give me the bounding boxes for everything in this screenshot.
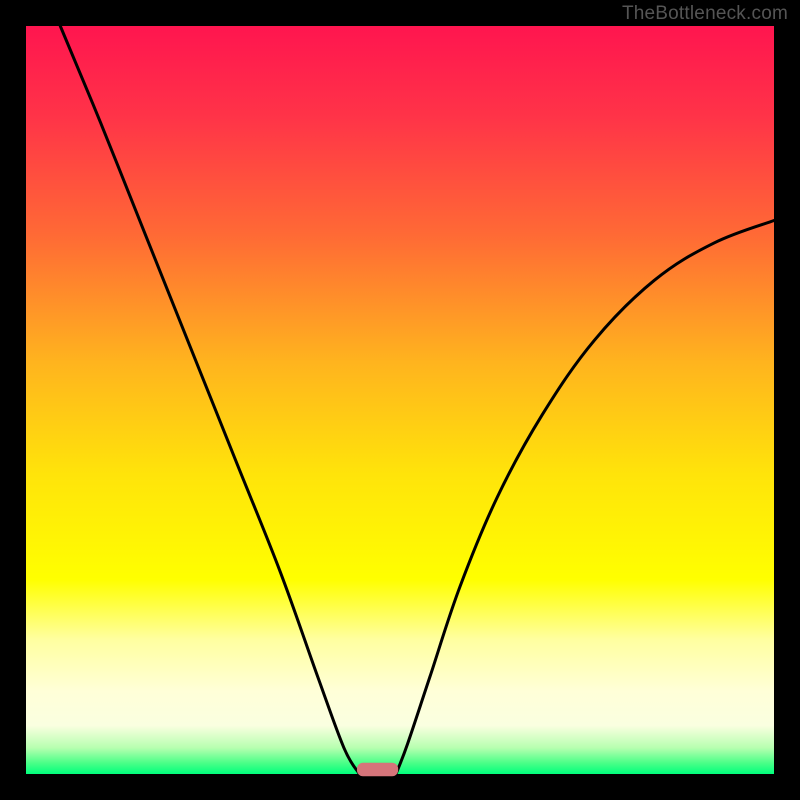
watermark-text: TheBottleneck.com <box>622 3 788 25</box>
chart-gradient-background <box>26 26 774 774</box>
sweet-spot-marker <box>357 763 398 776</box>
bottleneck-chart <box>0 0 800 800</box>
